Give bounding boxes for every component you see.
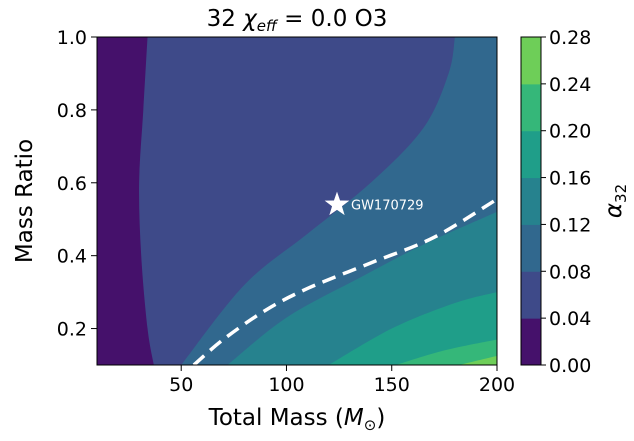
y-tick-label: 0.8 [57,100,87,122]
contour-region-6 [459,355,497,365]
colorbar-band [521,37,541,85]
colorbar-tick-label: 0.08 [549,261,591,283]
chart-title: 32 χeff = 0.0 O3 [207,6,388,35]
y-axis: 0.2 0.4 0.6 0.8 1.0 [57,27,97,341]
plot-frame [96,36,498,366]
colorbar-band [521,318,541,366]
colorbar-tick-label: 0.28 [549,27,591,49]
colorbar-band [521,271,541,319]
colorbar-tick-label: 0.20 [549,121,591,143]
x-tick-label: 200 [479,374,515,396]
annotation-label: GW170729 [351,199,424,214]
x-tick-label: 150 [374,374,410,396]
colorbar-frame [520,36,542,366]
x-axis-title: Total Mass (M⊙) [208,405,386,434]
colorbar-band [521,130,541,179]
x-tick-label: 50 [169,374,193,396]
colorbar: 0.00 0.04 0.08 0.12 0.16 0.20 0.24 0.28 [520,27,591,377]
star-marker [324,191,350,216]
dashed-curve [192,197,497,365]
y-tick-label: 0.2 [57,319,87,341]
y-axis-title: Mass Ratio [12,139,38,263]
colorbar-tick-label: 0.24 [549,74,591,96]
contour-region-5 [395,339,497,365]
x-tick-label: 100 [268,374,304,396]
colorbar-label: α32 [601,184,630,218]
x-axis: 50 100 150 200 [169,365,515,396]
colorbar-tick-label: 0.12 [549,214,591,236]
y-tick-label: 1.0 [57,27,87,49]
y-tick-label: 0.4 [57,246,87,268]
plot-area: GW170729 [97,37,497,365]
colorbar-tick-label: 0.04 [549,308,591,330]
colorbar-band [521,224,541,272]
colorbar-tick-label: 0.00 [549,355,591,377]
colorbar-tick-label: 0.16 [549,168,591,190]
y-tick-label: 0.6 [57,173,87,195]
colorbar-band [521,177,541,225]
contour-region-4 [328,292,497,365]
colorbar-band [521,83,541,132]
